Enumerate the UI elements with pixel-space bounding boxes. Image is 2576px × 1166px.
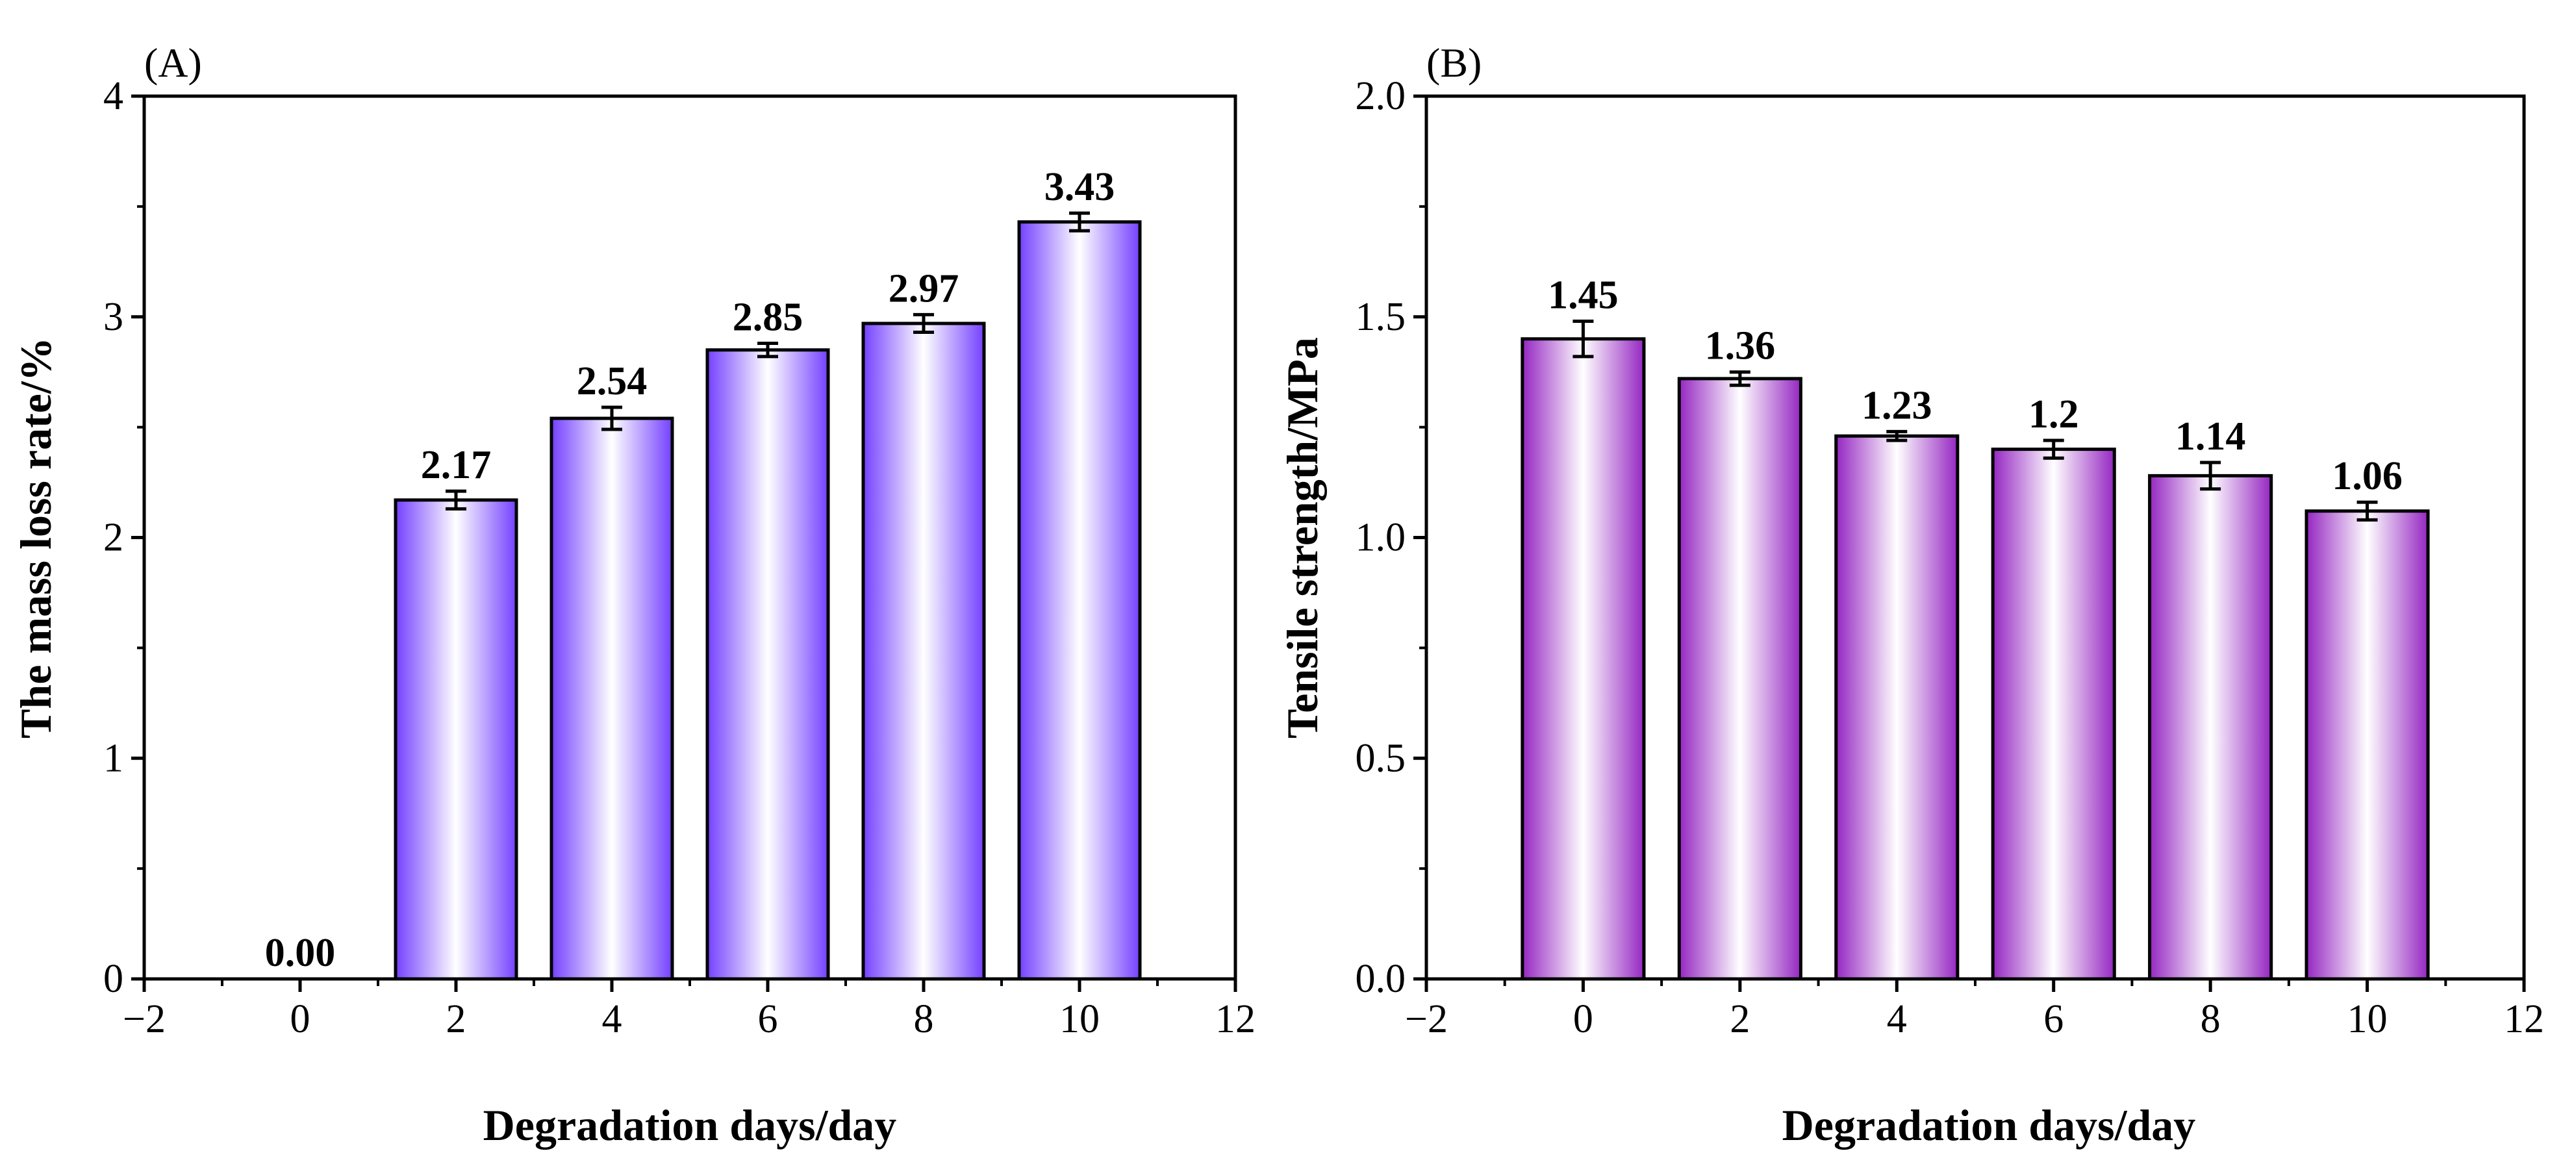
x-tick-label-b: 12 (2504, 997, 2544, 1041)
data-label-b: 1.06 (2332, 454, 2403, 498)
data-label-a: 2.17 (421, 443, 492, 487)
x-tick-label-b: 4 (1887, 997, 1907, 1041)
x-tick-label-b: −2 (1405, 997, 1448, 1041)
data-label-b: 1.45 (1548, 273, 1619, 318)
data-label-a: 3.43 (1044, 165, 1115, 209)
x-tick-label-a: 0 (290, 997, 310, 1041)
x-tick-label-a: 6 (758, 997, 778, 1041)
data-label-b: 1.23 (1862, 383, 1932, 427)
y-tick-label-a: 2 (103, 516, 123, 560)
data-label-a: 2.54 (577, 359, 648, 403)
bar-b (1991, 448, 2116, 981)
x-tick-label-a: 10 (1059, 997, 1100, 1041)
x-tick-label-b: 6 (2043, 997, 2064, 1041)
bar-b (1677, 377, 1802, 981)
data-label-a: 0.00 (265, 931, 336, 975)
panel-label-b: (B) (1426, 40, 1482, 86)
tensile-strength-chart: (B) Tensile strength/MPa Degradation day… (1278, 40, 2544, 1150)
bar-b (2305, 509, 2430, 981)
y-tick-label-a: 4 (103, 74, 123, 118)
x-axis-title-b: Degradation days/day (1782, 1100, 2196, 1150)
y-axis-title-a: The mass loss rate/% (11, 337, 60, 739)
y-tick-label-b: 1.0 (1356, 516, 1406, 560)
x-tick-label-b: 2 (1730, 997, 1750, 1041)
y-tick-label-b: 1.5 (1356, 295, 1406, 339)
mass-loss-chart: (A) The mass loss rate/% Degradation day… (11, 40, 1256, 1150)
x-axis-title-a: Degradation days/day (483, 1100, 897, 1150)
x-tick-label-b: 10 (2347, 997, 2388, 1041)
panel-label-a: (A) (144, 40, 202, 86)
x-tick-label-a: 12 (1215, 997, 1256, 1041)
x-tick-label-b: 8 (2201, 997, 2221, 1041)
x-tick-label-a: 2 (446, 997, 466, 1041)
bar-b (1834, 434, 1960, 981)
x-tick-label-a: 4 (602, 997, 622, 1041)
x-tick-label-b: 0 (1573, 997, 1593, 1041)
y-tick-label-b: 0.5 (1356, 736, 1406, 780)
data-label-b: 1.36 (1705, 324, 1776, 368)
bar-b (1521, 337, 1646, 981)
bar-a (861, 322, 986, 981)
y-tick-label-a: 3 (103, 295, 123, 339)
y-tick-label-b: 2.0 (1356, 74, 1406, 118)
y-axis-title-b: Tensile strength/MPa (1278, 337, 1327, 739)
data-label-b: 1.2 (2028, 392, 2079, 437)
y-tick-label-a: 1 (103, 736, 123, 780)
bar-b (2148, 474, 2273, 981)
data-label-a: 2.97 (889, 266, 959, 311)
data-label-a: 2.85 (733, 296, 803, 340)
bar-a (549, 416, 674, 981)
y-tick-label-b: 0.0 (1356, 957, 1406, 1001)
bar-a (394, 498, 518, 981)
data-label-b: 1.14 (2175, 414, 2246, 459)
bar-a (705, 348, 830, 981)
x-tick-label-a: −2 (123, 997, 166, 1041)
bar-a (1017, 220, 1142, 981)
x-tick-label-a: 8 (914, 997, 934, 1041)
y-tick-label-a: 0 (103, 957, 123, 1001)
